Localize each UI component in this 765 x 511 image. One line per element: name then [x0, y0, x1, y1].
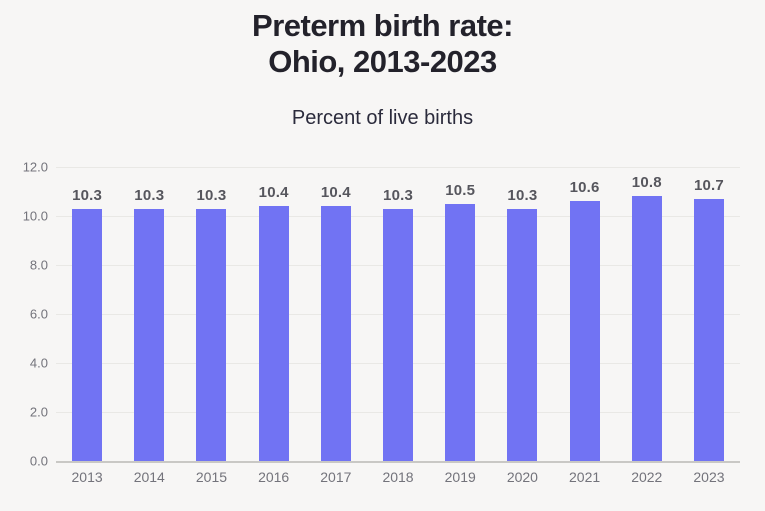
bar	[383, 208, 414, 461]
x-axis: 2013 2014 2015 2016 2017 2018 2019 2020 2021 2022…	[56, 469, 740, 485]
bar-column: 10.3	[180, 167, 242, 461]
bar-column: 10.3	[118, 167, 180, 461]
bar	[72, 208, 103, 461]
chart-title-line1: Preterm birth rate:	[252, 8, 513, 43]
x-axis-tick-label: 2015	[195, 469, 228, 485]
y-axis-tick-label: 2.0	[29, 404, 48, 420]
y-axis: 12.0 10.0 8.0 6.0 4.0 2.0 0.0	[8, 160, 56, 469]
x-axis-tick-label: 2021	[569, 469, 601, 485]
bar	[693, 198, 724, 461]
bar-column: 10.4	[305, 167, 367, 461]
bar-column: 10.3	[491, 167, 553, 461]
bars: 10.3 10.3 10.3 10.4 10.4 10.3 10.5 10.3 10.6 10.8…	[56, 167, 740, 461]
bar-column: 10.6	[554, 167, 616, 461]
bar-value-label: 10.3	[196, 186, 227, 204]
bar-value-label: 10.4	[258, 184, 289, 202]
y-axis-tick-label: 0.0	[29, 453, 48, 469]
bar	[631, 196, 662, 461]
bar	[445, 203, 476, 461]
bar-value-label: 10.3	[72, 186, 103, 204]
y-axis-tick-label: 4.0	[29, 355, 48, 371]
bar-column: 10.8	[616, 167, 678, 461]
bar	[196, 208, 227, 461]
bar-value-label: 10.4	[320, 184, 351, 202]
bar-value-label: 10.3	[134, 186, 165, 204]
bar-value-label: 10.5	[445, 181, 476, 199]
x-axis-tick-label: 2014	[133, 469, 165, 485]
x-axis-tick-label: 2013	[71, 469, 103, 485]
chart-subtitle: Percent of live births	[291, 107, 474, 129]
bar-value-label: 10.6	[569, 179, 600, 197]
bar-value-label: 10.3	[383, 186, 414, 204]
bar	[569, 201, 600, 461]
bar-column: 10.3	[367, 167, 429, 461]
x-axis-tick-label: 2022	[631, 469, 663, 485]
y-axis-tick-label: 6.0	[29, 306, 48, 322]
y-axis-tick-label: 12.0	[22, 159, 48, 175]
bar	[320, 206, 351, 461]
bar	[134, 208, 165, 461]
plot-area: 10.3 10.3 10.3 10.4 10.4 10.3 10.5 10.3 10.6 10.8…	[56, 167, 740, 463]
gridline	[56, 167, 740, 168]
y-axis-tick-label: 10.0	[22, 208, 48, 224]
x-axis-line	[56, 461, 740, 463]
x-axis-tick-label: 2019	[444, 469, 476, 485]
y-axis-tick-label: 8.0	[29, 257, 48, 273]
bar-column: 10.4	[243, 167, 305, 461]
x-axis-tick-label: 2018	[382, 469, 414, 485]
bar-value-label: 10.3	[507, 186, 538, 204]
x-axis-tick-label: 2023	[693, 469, 725, 485]
chart-title-line2: Ohio, 2013-2023	[268, 44, 497, 79]
bar-value-label: 10.7	[693, 176, 724, 194]
bar	[507, 208, 538, 461]
chart-title: Preterm birth rate: Ohio, 2013-2023	[0, 8, 765, 80]
x-axis-tick-label: 2017	[320, 469, 352, 485]
bar-column: 10.5	[429, 167, 491, 461]
bar-column: 10.3	[56, 167, 118, 461]
x-axis-tick-label: 2016	[258, 469, 290, 485]
bar-value-label: 10.8	[631, 174, 662, 192]
x-axis-tick-label: 2020	[506, 469, 538, 485]
bar	[258, 206, 289, 461]
bar-column: 10.7	[678, 167, 740, 461]
bar-chart: 12.0 10.0 8.0 6.0 4.0 2.0 0.0 10.3 10.3 10.3 10.4…	[8, 160, 740, 485]
